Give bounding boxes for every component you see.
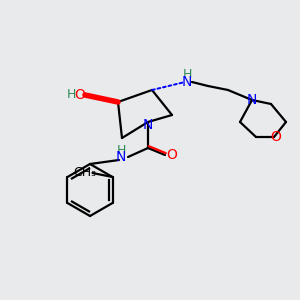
Text: CH₃: CH₃ <box>73 167 96 179</box>
Text: O: O <box>271 130 281 144</box>
Text: N: N <box>247 93 257 107</box>
Text: H: H <box>66 88 76 101</box>
Text: H: H <box>116 145 126 158</box>
Text: O: O <box>75 88 86 102</box>
Text: N: N <box>143 118 153 132</box>
Text: O: O <box>167 148 177 162</box>
Text: N: N <box>182 75 192 89</box>
Text: N: N <box>116 150 126 164</box>
Text: H: H <box>182 68 192 80</box>
